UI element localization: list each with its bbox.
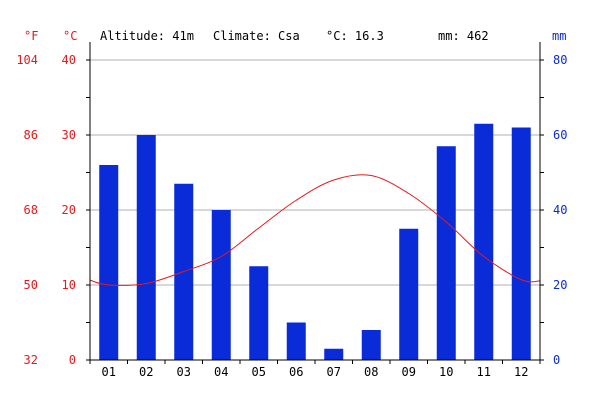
precipitation-bar-09 bbox=[399, 228, 419, 360]
celsius-tick-label: 30 bbox=[62, 128, 76, 142]
average-temperature-label: °C: 16.3 bbox=[326, 29, 384, 43]
month-tick-label: 05 bbox=[252, 365, 266, 379]
month-tick-label: 06 bbox=[289, 365, 303, 379]
precipitation-bar-07 bbox=[324, 348, 344, 360]
tick-labels: 0 32 10 50 20 68 30 86 40 104 0 20 40 60 80 01 02 03 04 05 0… bbox=[16, 53, 567, 379]
temperature-line bbox=[89, 174, 541, 286]
precipitation-bar-01 bbox=[99, 165, 119, 360]
precipitation-bar-02 bbox=[136, 135, 156, 360]
fahrenheit-unit-label: °F bbox=[24, 29, 38, 43]
climate-label: Climate: Csa bbox=[213, 29, 300, 43]
fahrenheit-tick-label: 104 bbox=[16, 53, 38, 67]
month-tick-label: 11 bbox=[477, 365, 491, 379]
temperature-line-group bbox=[89, 174, 541, 286]
fahrenheit-tick-label: 50 bbox=[24, 278, 38, 292]
precipitation-bar-06 bbox=[286, 322, 306, 360]
month-tick-label: 02 bbox=[139, 365, 153, 379]
month-tick-label: 04 bbox=[214, 365, 228, 379]
celsius-tick-label: 10 bbox=[62, 278, 76, 292]
mm-unit-label: mm bbox=[552, 29, 566, 43]
mm-tick-label: 40 bbox=[553, 203, 567, 217]
precipitation-bar-12 bbox=[511, 127, 531, 360]
month-tick-label: 07 bbox=[327, 365, 341, 379]
month-tick-label: 03 bbox=[177, 365, 191, 379]
precipitation-bar-11 bbox=[474, 123, 494, 360]
mm-tick-label: 20 bbox=[553, 278, 567, 292]
celsius-tick-label: 0 bbox=[69, 353, 76, 367]
mm-tick-label: 80 bbox=[553, 53, 567, 67]
altitude-label: Altitude: 41m bbox=[100, 29, 194, 43]
month-tick-label: 09 bbox=[402, 365, 416, 379]
month-tick-label: 01 bbox=[102, 365, 116, 379]
fahrenheit-tick-label: 68 bbox=[24, 203, 38, 217]
month-tick-label: 08 bbox=[364, 365, 378, 379]
precipitation-bar-10 bbox=[436, 146, 456, 360]
mm-tick-label: 60 bbox=[553, 128, 567, 142]
fahrenheit-tick-label: 32 bbox=[24, 353, 38, 367]
annual-precipitation-label: mm: 462 bbox=[438, 29, 489, 43]
gridlines bbox=[90, 59, 540, 361]
precipitation-bar-08 bbox=[361, 330, 381, 360]
precipitation-bar-05 bbox=[249, 266, 269, 360]
fahrenheit-tick-label: 86 bbox=[24, 128, 38, 142]
precipitation-bars bbox=[99, 123, 531, 360]
month-tick-label: 10 bbox=[439, 365, 453, 379]
celsius-unit-label: °C bbox=[63, 29, 77, 43]
precipitation-bar-04 bbox=[211, 210, 231, 360]
celsius-tick-label: 20 bbox=[62, 203, 76, 217]
mm-tick-label: 0 bbox=[553, 353, 560, 367]
axes bbox=[86, 42, 544, 364]
celsius-tick-label: 40 bbox=[62, 53, 76, 67]
month-tick-label: 12 bbox=[514, 365, 528, 379]
